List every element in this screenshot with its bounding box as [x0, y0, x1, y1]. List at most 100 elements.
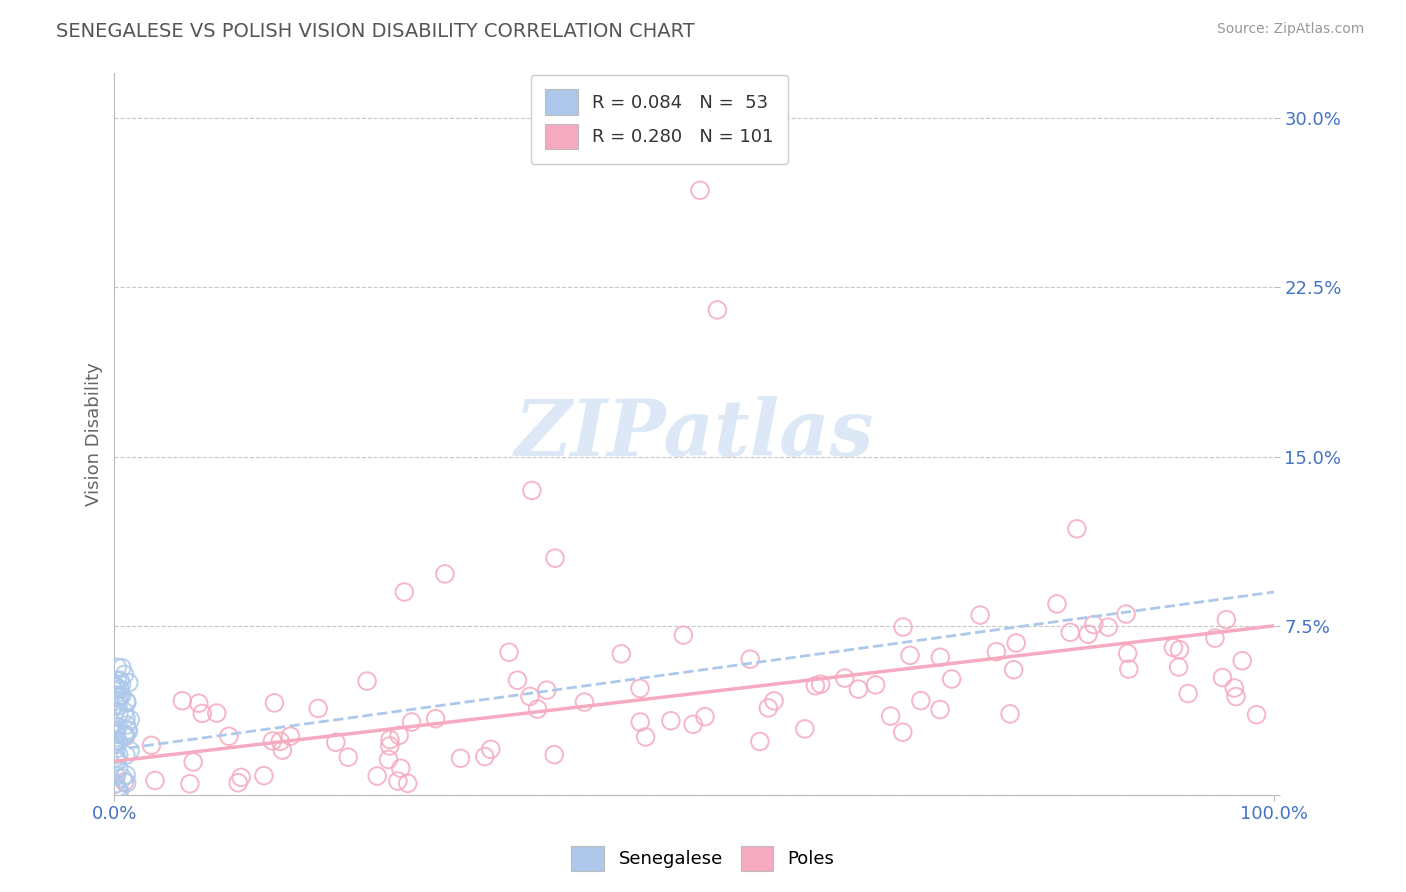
Point: [105, 694, 128, 708]
Point: [262, 734, 284, 748]
Point: [544, 551, 567, 566]
Point: [1204, 631, 1226, 645]
Point: [105, 780, 128, 795]
Point: [1083, 617, 1105, 632]
Point: [172, 694, 194, 708]
Point: [793, 722, 815, 736]
Point: [693, 709, 716, 723]
Point: [929, 702, 952, 716]
Point: [634, 730, 657, 744]
Point: [104, 680, 127, 694]
Point: [879, 709, 901, 723]
Point: [107, 747, 129, 762]
Point: [107, 762, 129, 776]
Point: [1115, 607, 1137, 621]
Point: [107, 735, 129, 749]
Point: [105, 728, 128, 742]
Point: [105, 741, 128, 756]
Point: [187, 696, 209, 710]
Point: [307, 701, 329, 715]
Point: [519, 690, 541, 704]
Point: [108, 673, 131, 687]
Point: [104, 733, 127, 747]
Point: [1232, 654, 1254, 668]
Text: ZIPatlas: ZIPatlas: [515, 396, 875, 472]
Point: [356, 674, 378, 689]
Point: [110, 689, 132, 703]
Point: [763, 694, 786, 708]
Point: [104, 723, 127, 738]
Point: [969, 608, 991, 623]
Point: [337, 750, 360, 764]
Point: [117, 723, 139, 737]
Point: [111, 661, 134, 675]
Point: [1163, 640, 1185, 655]
Point: [104, 727, 127, 741]
Point: [253, 769, 276, 783]
Point: [120, 713, 142, 727]
Point: [105, 777, 128, 791]
Point: [998, 706, 1021, 721]
Point: [269, 734, 291, 748]
Point: [378, 732, 401, 747]
Point: [479, 742, 502, 756]
Point: [105, 769, 128, 783]
Point: [1211, 671, 1233, 685]
Point: [111, 689, 134, 703]
Point: [433, 566, 456, 581]
Point: [804, 679, 827, 693]
Point: [105, 725, 128, 739]
Point: [450, 751, 472, 765]
Point: [1005, 636, 1028, 650]
Point: [706, 302, 728, 317]
Point: [115, 768, 138, 782]
Point: [115, 695, 138, 709]
Point: [103, 684, 125, 698]
Point: [848, 682, 870, 697]
Text: SENEGALESE VS POLISH VISION DISABILITY CORRELATION CHART: SENEGALESE VS POLISH VISION DISABILITY C…: [56, 22, 695, 41]
Point: [425, 712, 447, 726]
Point: [115, 711, 138, 725]
Point: [114, 727, 136, 741]
Point: [143, 773, 166, 788]
Point: [366, 769, 388, 783]
Point: [574, 695, 596, 709]
Point: [394, 585, 416, 599]
Point: [387, 774, 409, 789]
Point: [181, 755, 204, 769]
Point: [756, 701, 779, 715]
Point: [865, 678, 887, 692]
Point: [231, 770, 253, 784]
Point: [610, 647, 633, 661]
Point: [396, 776, 419, 790]
Point: [1168, 642, 1191, 657]
Point: [218, 729, 240, 743]
Point: [111, 771, 134, 785]
Point: [105, 750, 128, 764]
Point: [263, 696, 285, 710]
Point: [1097, 620, 1119, 634]
Y-axis label: Vision Disability: Vision Disability: [86, 362, 103, 506]
Point: [114, 775, 136, 789]
Point: [107, 734, 129, 748]
Point: [114, 730, 136, 744]
Point: [474, 749, 496, 764]
Point: [271, 743, 294, 757]
Point: [325, 735, 347, 749]
Legend: R = 0.084   N =  53, R = 0.280   N = 101: R = 0.084 N = 53, R = 0.280 N = 101: [531, 75, 787, 164]
Point: [205, 706, 228, 720]
Point: [103, 777, 125, 791]
Point: [659, 714, 682, 728]
Point: [1118, 662, 1140, 676]
Point: [114, 730, 136, 744]
Point: [898, 648, 921, 663]
Point: [105, 673, 128, 688]
Point: [108, 681, 131, 696]
Point: [107, 783, 129, 797]
Point: [378, 739, 401, 753]
Point: [108, 706, 131, 721]
Point: [929, 650, 952, 665]
Point: [891, 620, 914, 634]
Point: [389, 761, 412, 775]
Point: [1116, 646, 1139, 660]
